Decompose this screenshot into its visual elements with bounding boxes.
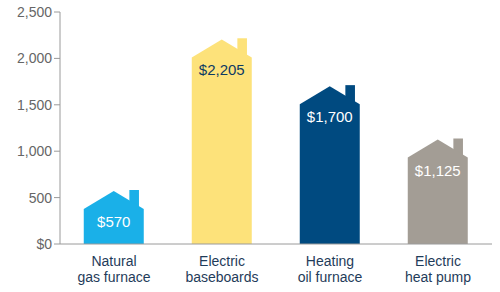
svg-text:2,000: 2,000 bbox=[17, 50, 52, 66]
svg-text:Naturalgas furnace: Naturalgas furnace bbox=[77, 253, 150, 285]
svg-text:$0: $0 bbox=[36, 236, 52, 252]
svg-text:$2,205: $2,205 bbox=[199, 61, 245, 78]
svg-text:Electricheat pump: Electricheat pump bbox=[405, 253, 471, 285]
svg-text:1,000: 1,000 bbox=[17, 143, 52, 159]
svg-text:$1,700: $1,700 bbox=[307, 108, 353, 125]
svg-text:Electricbaseboards: Electricbaseboards bbox=[185, 253, 258, 285]
svg-text:$1,125: $1,125 bbox=[415, 162, 461, 179]
svg-text:500: 500 bbox=[29, 190, 53, 206]
svg-text:2,500: 2,500 bbox=[17, 4, 52, 20]
svg-text:Heatingoil furnace: Heatingoil furnace bbox=[298, 253, 363, 285]
svg-text:$570: $570 bbox=[97, 213, 130, 230]
svg-text:1,500: 1,500 bbox=[17, 97, 52, 113]
